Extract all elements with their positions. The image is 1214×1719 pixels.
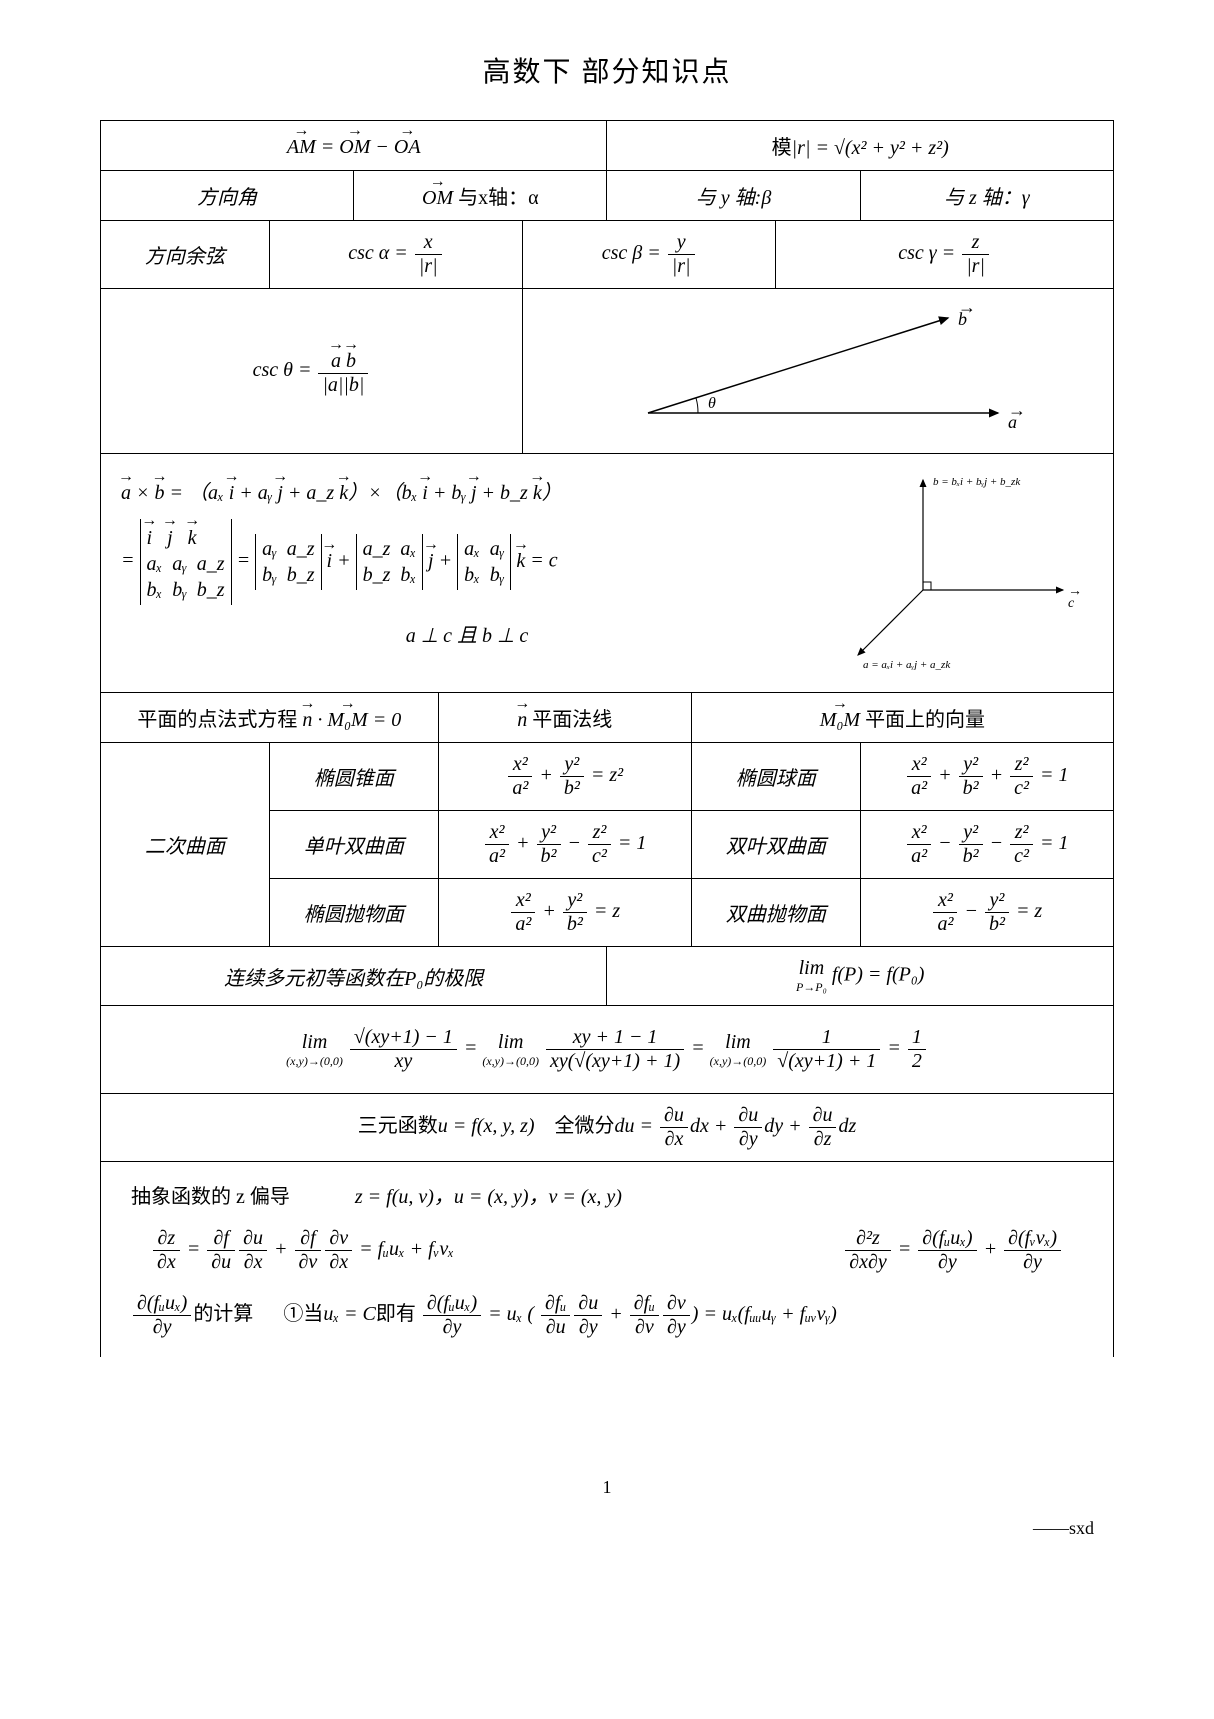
cell-modulus: 模|r| = √(x² + y² + z²): [607, 121, 1114, 171]
cell-limit-title: 连续多元初等函数在P₀的极限: [101, 947, 607, 1006]
cell-q-a2: x²a² + y²b² = z²: [438, 743, 691, 811]
cell-q-c1: 椭圆抛物面: [269, 879, 438, 947]
cell-cross-product: a × b = （aₓ i + aᵧ j + a_z k）×（bₓ i + bᵧ…: [101, 454, 1114, 693]
cell-plane-eq: 平面的点法式方程 n · M₀M = 0: [101, 693, 439, 743]
footer-signature: ——sxd: [100, 1518, 1114, 1539]
cell-quadric-label: 二次曲面: [101, 743, 270, 947]
cell-q-c4: x²a² − y²b² = z: [860, 879, 1113, 947]
cell-abstract-partial: 抽象函数的 z 偏导 z = f(u, v)，u = (x, y)，v = (x…: [101, 1162, 1114, 1358]
cell-limit-example: lim(x,y)→(0,0) √(xy+1) − 1xy = lim(x,y)→…: [101, 1006, 1114, 1094]
cell-direction-cosine: 方向余弦: [101, 221, 270, 289]
cell-q-a3: 椭圆球面: [691, 743, 860, 811]
cell-plane-normal: n 平面法线: [438, 693, 691, 743]
cell-q-b2: x²a² + y²b² − z²c² = 1: [438, 811, 691, 879]
angle-diagram-svg: θ → a → b: [527, 293, 1109, 443]
cell-q-c3: 双曲抛物面: [691, 879, 860, 947]
svg-text:b: b: [958, 309, 967, 329]
reference-table: AM = OM − OA 模|r| = √(x² + y² + z²) 方向角 …: [100, 120, 1114, 1357]
cell-q-c2: x²a² + y²b² = z: [438, 879, 691, 947]
cell-csc-beta: csc β = y|r|: [523, 221, 776, 289]
cell-q-b4: x²a² − y²b² − z²c² = 1: [860, 811, 1113, 879]
cell-csc-alpha: csc α = x|r|: [269, 221, 522, 289]
cell-csc-theta: csc θ = a b |a||b|: [101, 289, 523, 454]
cell-total-differential: 三元函数u = f(x, y, z) 全微分du = ∂u∂xdx + ∂u∂y…: [101, 1094, 1114, 1162]
cell-direction-angle: 方向角: [101, 171, 354, 221]
svg-text:a: a: [1008, 412, 1017, 432]
svg-text:θ: θ: [708, 395, 716, 412]
page: 高数下 部分知识点 AM = OM − OA 模|r| = √(x² + y² …: [0, 0, 1214, 1599]
cell-angle-diagram: θ → a → b: [523, 289, 1114, 454]
cell-q-b1: 单叶双曲面: [269, 811, 438, 879]
svg-text:b = bₓi + bᵧj + b_zk: b = bₓi + bᵧj + b_zk: [933, 476, 1021, 488]
cell-q-b3: 双叶双曲面: [691, 811, 860, 879]
svg-text:c: c: [1068, 596, 1075, 611]
cell-q-a4: x²a² + y²b² + z²c² = 1: [860, 743, 1113, 811]
cell-alpha: OM 与x轴：α: [354, 171, 607, 221]
page-title: 高数下 部分知识点: [100, 50, 1114, 90]
cell-beta: 与 y 轴:β: [607, 171, 860, 221]
cross-diagram-svg: b = bₓi + bᵧj + b_zk → c a = aₓi + aᵧj +…: [833, 470, 1093, 670]
cell-limit-formula: limP→P₀ f(P) = f(P₀): [607, 947, 1114, 1006]
cell-plane-vector: M₀M 平面上的向量: [691, 693, 1113, 743]
page-number: 1: [100, 1477, 1114, 1498]
cross-perp-note: a ⊥ c 且 b ⊥ c: [121, 619, 813, 648]
svg-text:a = aₓi + aᵧj + a_zk: a = aₓi + aᵧj + a_zk: [863, 659, 951, 670]
cell-q-a1: 椭圆锥面: [269, 743, 438, 811]
cell-gamma: 与 z 轴：γ: [860, 171, 1113, 221]
cell-vector-am: AM = OM − OA: [101, 121, 607, 171]
cell-csc-gamma: csc γ = z|r|: [776, 221, 1114, 289]
